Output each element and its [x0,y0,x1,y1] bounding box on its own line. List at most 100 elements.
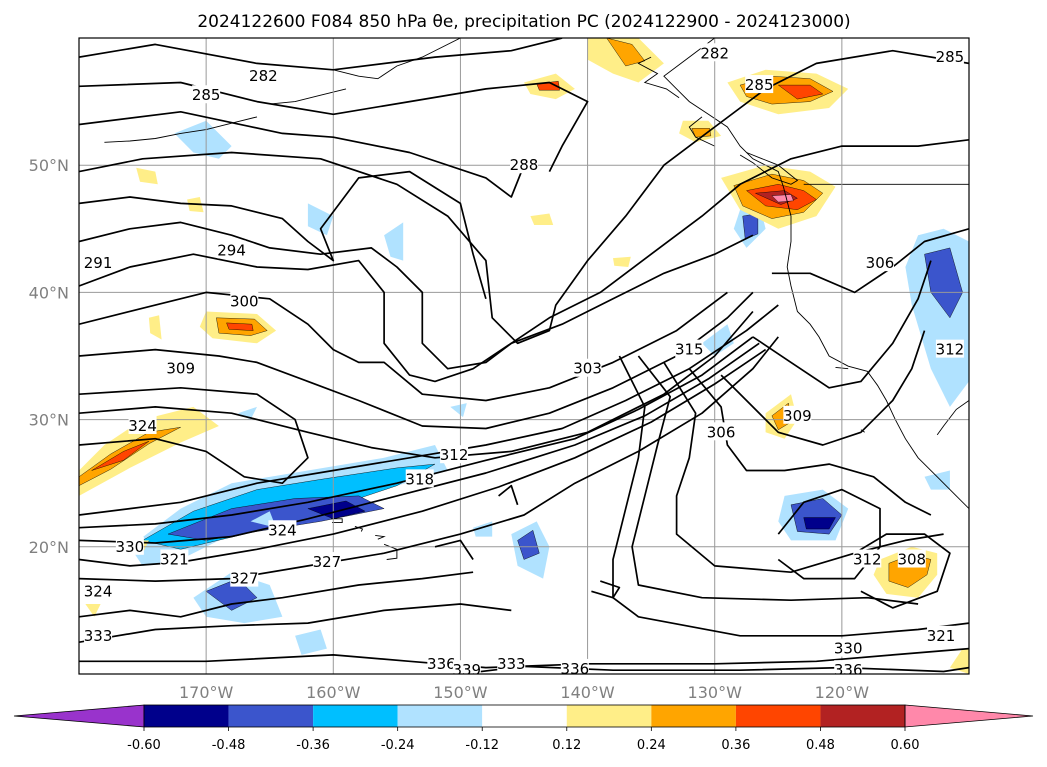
contour-label-bg [230,568,259,587]
theta-e-contour [79,291,728,402]
contour-label-bg [115,536,144,555]
contour-label: 330 [834,640,863,658]
contour-label: 300 [230,292,259,310]
contour-label: 324 [128,417,157,435]
contour-label-bg [497,653,526,672]
contour-label: 324 [84,582,113,600]
contour-label-bg [560,658,589,674]
colorbar-tick-label: 0.24 [637,738,666,753]
theta-e-contour [79,310,754,459]
y-tick-label: 20°N [29,538,69,557]
map-frame [78,37,970,675]
colorbar-tick-label: -0.60 [127,738,161,753]
contour-label-bg [573,358,602,377]
theta-e-contour [79,138,969,370]
contour-label-bg [84,253,113,272]
contour-label-bg [84,625,113,644]
x-tick-label: 130°W [688,683,743,702]
contour-label-bg [853,549,882,568]
colorbar-extend-high [904,704,1034,728]
contour-label-bg [84,581,113,600]
colorbar-tick-label: 0.36 [721,738,750,753]
theta-e-contour [79,386,309,485]
theta-e-contour [752,260,932,389]
contour-label-bg [160,549,189,568]
contour-label: 303 [573,360,602,378]
contour-label: 288 [510,156,539,174]
colorbar-tick-label: 0.48 [806,738,835,753]
chart-title: 2024122600 F084 850 hPa θe, precipitatio… [197,12,850,32]
coastline [637,56,680,99]
colorbar-segment [313,705,398,727]
x-tick-label: 120°W [815,683,870,702]
theta-e-contour [688,368,932,516]
contour-label: 333 [84,627,113,645]
y-axis: 20°N 30°N 40°N 50°N [29,156,69,557]
precip-region [237,406,257,420]
precip-region [174,120,232,159]
contour-label: 339 [452,661,481,679]
colorbar-segment [397,705,483,727]
contour-label-bg [783,405,812,424]
contour-label: 327 [230,570,259,588]
theta-e-contour [79,647,969,669]
contour-label: 308 [897,551,926,569]
precip-region [226,322,254,331]
contour-label-bg [192,85,221,104]
theta-e-contour [79,336,779,582]
contour-label-bg [268,520,297,539]
contour-label: 333 [497,655,526,673]
precip-region [384,222,404,261]
precip-region [803,517,836,530]
coastline [375,534,386,540]
precip-region [924,247,963,319]
theta-e-contour [79,170,487,300]
contour-label-bg [675,339,704,358]
colorbar-segment [482,705,567,727]
colorbar-segment [144,705,229,727]
precip-region [517,529,540,560]
colorbar-tick-label: -0.48 [212,738,246,753]
contour-label: 285 [936,48,965,66]
precip-region [79,406,219,496]
coastline [333,38,461,80]
contour-label: 285 [192,86,221,104]
theta-e-contour [631,355,919,605]
contour-label: 285 [745,76,774,94]
precip-region [450,403,467,418]
colorbar-segment [735,705,821,727]
contour-label-bg [700,43,729,62]
contour-label: 282 [249,67,278,85]
x-tick-label: 150°W [433,683,488,702]
contour-label: 318 [405,470,434,488]
contour-label: 336 [834,661,863,679]
colorbar-tick-label: -0.12 [465,738,499,753]
contour-label: 336 [561,660,590,678]
contour-label-bg [935,47,964,66]
contour-label-bg [897,549,926,568]
contour-label: 321 [160,551,189,569]
theta-e-contour [854,533,951,609]
theta-e-contour [771,227,969,294]
contour-label: 336 [427,655,456,673]
precip-region [91,441,150,471]
contour-label-bg [427,653,456,672]
contour-label: 294 [217,241,246,259]
contour-labels: 282 285 288 291 294 300 309 324 312 318 303 315 306 3… [84,43,965,679]
precip-region [148,315,162,340]
precip-region [307,203,334,236]
contour-label: 315 [675,341,704,359]
colorbar-tick-label: 0.60 [891,738,920,753]
coastline [936,400,969,436]
contour-label: 327 [313,553,342,571]
contour-label: 309 [166,360,195,378]
theta-e-contour [79,38,563,71]
contour-label-bg [249,66,278,85]
contour-label-bg [927,625,956,644]
precip-region [613,256,631,267]
precip-region [691,128,712,138]
colorbar-tick-label: 0.12 [552,738,581,753]
contour-label: 330 [116,538,145,556]
contour-label: 312 [440,446,469,464]
contour-label-bg [166,358,195,377]
